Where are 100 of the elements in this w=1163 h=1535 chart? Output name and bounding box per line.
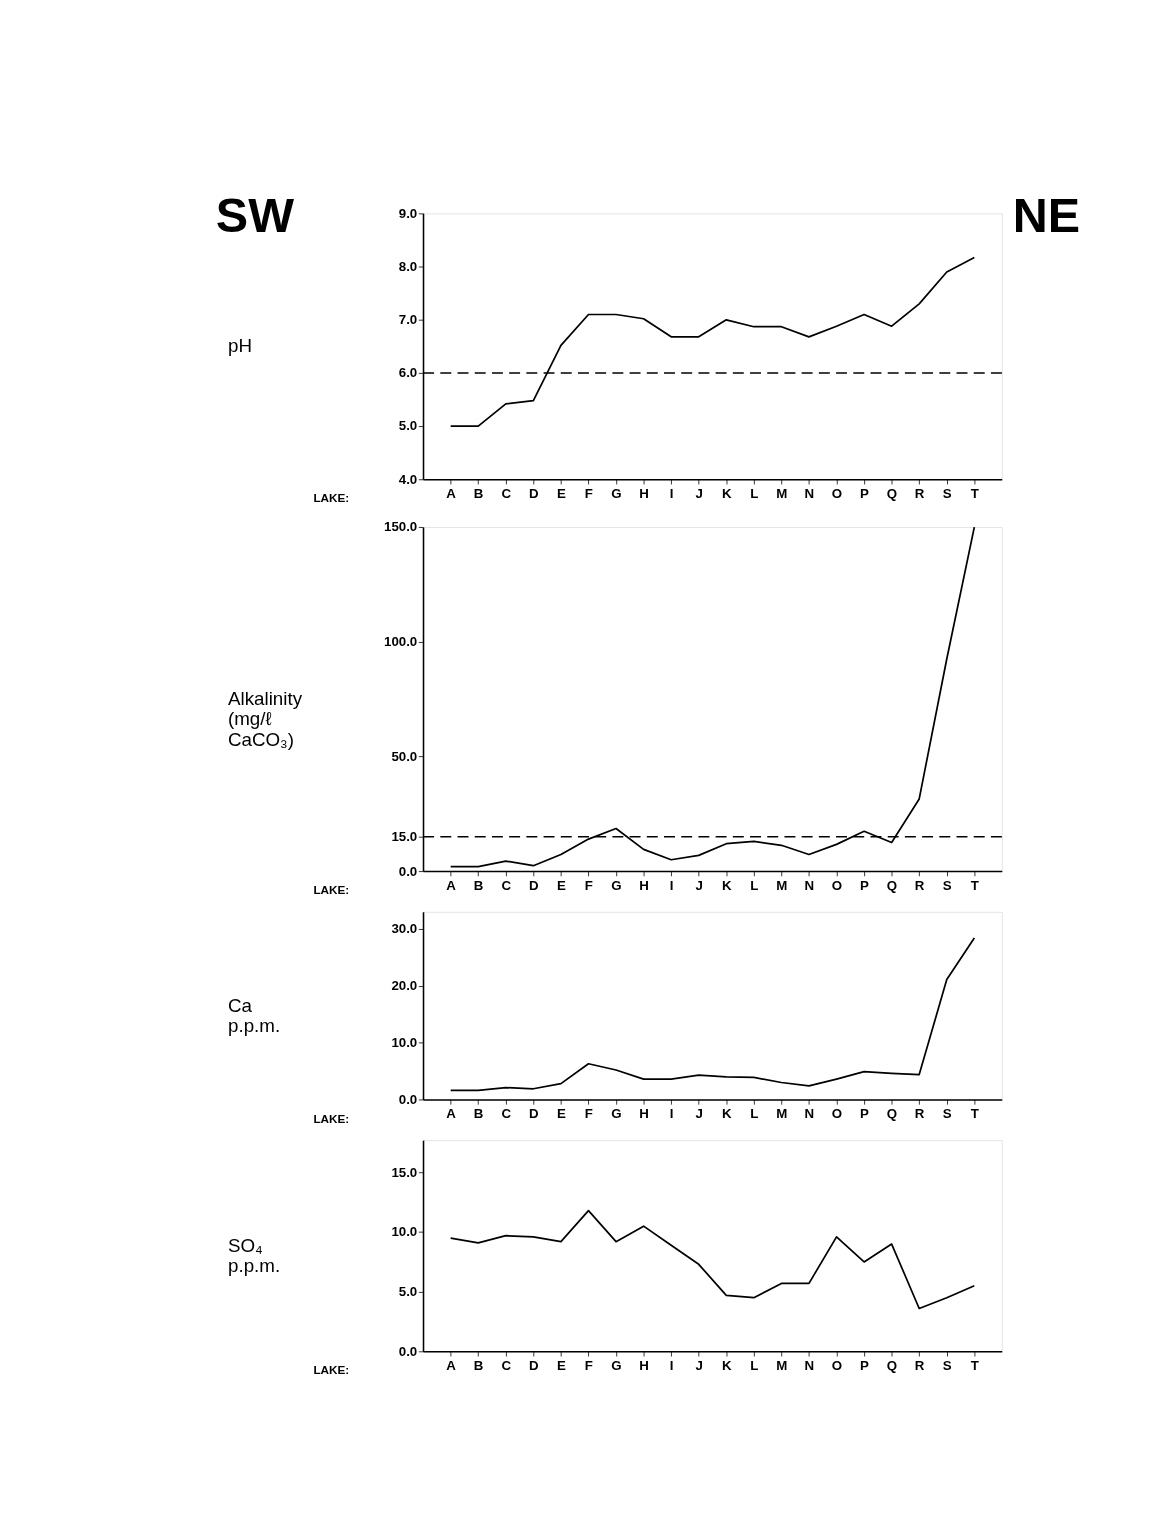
x-tick-label: F (584, 485, 593, 501)
x-tick-label: P (860, 877, 870, 893)
x-tick-label: Q (886, 1105, 898, 1121)
x-tick-label: C (501, 1357, 512, 1373)
x-tick-label: N (804, 1105, 815, 1121)
y-tick-label: 9.0 (398, 205, 418, 221)
x-tick-label: R (914, 1105, 925, 1121)
x-tick-label: B (473, 877, 484, 893)
x-tick-label: L (750, 485, 759, 501)
x-tick-label: A (446, 485, 457, 501)
x-tick-label: O (831, 877, 843, 893)
y-tick-label: 15.0 (391, 829, 418, 845)
x-tick-label: R (914, 1357, 925, 1373)
x-tick-label: D (528, 1357, 539, 1373)
x-tick-label: K (721, 485, 732, 501)
y-tick-label: 6.0 (398, 365, 418, 381)
x-tick-label: I (669, 1105, 674, 1121)
x-tick-label: Q (886, 877, 898, 893)
x-axis-title: LAKE: (313, 1363, 350, 1377)
y-tick-label: 15.0 (391, 1164, 418, 1180)
x-tick-label: M (776, 1357, 788, 1373)
x-tick-label: A (446, 877, 457, 893)
text: NE (1012, 188, 1081, 243)
x-tick-label: E (556, 877, 566, 893)
y-tick-label: 5.0 (398, 1284, 418, 1300)
x-tick-label: G (611, 485, 622, 501)
text: SW (215, 188, 295, 243)
x-tick-label: L (750, 1105, 759, 1121)
y-tick-label: 7.0 (398, 312, 418, 328)
x-tick-label: S (942, 1105, 952, 1121)
x-tick-label: N (804, 485, 815, 501)
x-tick-label: D (528, 1105, 539, 1121)
x-tick-label: B (473, 1357, 484, 1373)
x-tick-label: C (501, 1105, 512, 1121)
y-tick-label: 10.0 (391, 1224, 418, 1240)
y-axis-title: Ca p.p.m. (227, 994, 281, 1036)
y-tick-label: 4.0 (398, 471, 418, 487)
x-tick-label: S (942, 877, 952, 893)
x-tick-label: G (611, 1357, 622, 1373)
x-tick-label: G (611, 877, 622, 893)
x-tick-label: Q (886, 1357, 898, 1373)
x-tick-label: E (556, 1105, 566, 1121)
x-tick-label: R (914, 485, 925, 501)
x-tick-label: D (528, 877, 539, 893)
x-tick-label: I (669, 1357, 674, 1373)
x-axis-title: LAKE: (313, 1111, 350, 1125)
x-tick-label: O (831, 1105, 843, 1121)
y-tick-label: 5.0 (398, 418, 418, 434)
x-tick-label: I (669, 877, 674, 893)
x-tick-label: M (776, 485, 788, 501)
x-axis-title: LAKE: (313, 491, 350, 505)
x-tick-label: J (695, 877, 703, 893)
line-series (449, 1209, 976, 1310)
x-tick-label: G (611, 1105, 622, 1121)
x-tick-label: F (584, 1105, 593, 1121)
x-tick-label: A (446, 1105, 457, 1121)
line-series (449, 937, 976, 1092)
x-tick-label: H (639, 877, 649, 893)
x-tick-label: C (501, 877, 512, 893)
x-tick-label: N (804, 1357, 815, 1373)
x-tick-label: P (860, 1105, 870, 1121)
x-tick-label: J (695, 485, 703, 501)
x-tick-label: K (721, 1105, 732, 1121)
x-tick-label: J (695, 1105, 703, 1121)
y-tick-label: 100.0 (384, 634, 418, 650)
x-tick-label: T (970, 1105, 979, 1121)
x-tick-label: M (776, 1105, 788, 1121)
x-tick-label: N (804, 877, 815, 893)
x-tick-label: K (721, 877, 732, 893)
x-tick-label: C (501, 485, 512, 501)
x-tick-label: L (750, 1357, 759, 1373)
x-tick-label: K (721, 1357, 732, 1373)
x-tick-label: D (528, 485, 539, 501)
x-tick-label: R (914, 877, 925, 893)
x-tick-label: L (750, 877, 759, 893)
x-tick-label: J (695, 1357, 703, 1373)
y-tick-label: 0.0 (398, 1091, 418, 1107)
y-tick-label: 10.0 (391, 1035, 418, 1050)
x-tick-label: S (942, 485, 952, 501)
x-axis-title: LAKE: (313, 883, 350, 897)
x-tick-label: O (831, 1357, 843, 1373)
x-tick-label: S (942, 1357, 952, 1373)
x-tick-label: H (639, 1357, 649, 1373)
y-axis-title: SO₄ p.p.m. (227, 1234, 281, 1277)
x-tick-label: E (556, 1357, 566, 1373)
x-tick-label: H (639, 485, 649, 501)
x-tick-label: B (473, 485, 484, 501)
x-tick-label: I (669, 485, 674, 501)
x-tick-label: T (970, 1357, 979, 1373)
y-tick-label: 30.0 (391, 921, 418, 937)
y-axis-title: Alkalinity (mg/ℓ CaCO₃) (227, 688, 303, 750)
y-tick-label: 0.0 (398, 863, 418, 879)
x-tick-label: P (860, 1357, 870, 1373)
x-tick-label: P (860, 485, 870, 501)
x-tick-label: T (970, 485, 979, 501)
y-tick-label: 20.0 (391, 978, 418, 994)
x-tick-label: H (639, 1105, 649, 1121)
x-tick-label: A (446, 1357, 457, 1373)
y-tick-label: 0.0 (398, 1343, 418, 1359)
x-tick-label: F (584, 1357, 593, 1373)
